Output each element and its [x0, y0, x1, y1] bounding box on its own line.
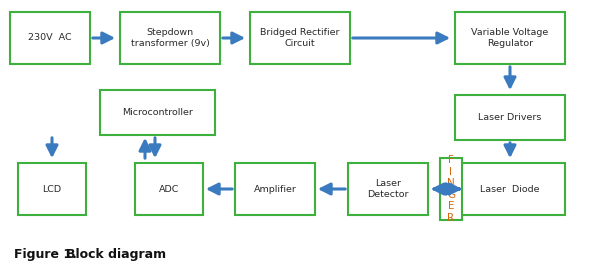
FancyBboxPatch shape [348, 163, 428, 215]
FancyBboxPatch shape [455, 95, 565, 140]
FancyBboxPatch shape [235, 163, 315, 215]
Text: Laser
Detector: Laser Detector [367, 179, 409, 199]
Text: Laser  Diode: Laser Diode [480, 184, 540, 193]
FancyBboxPatch shape [250, 12, 350, 64]
Text: Microcontroller: Microcontroller [122, 108, 193, 117]
FancyBboxPatch shape [100, 90, 215, 135]
Text: F
I
N
G
E
R: F I N G E R [447, 155, 455, 223]
FancyBboxPatch shape [135, 163, 203, 215]
Text: Laser Drivers: Laser Drivers [478, 113, 542, 122]
FancyBboxPatch shape [440, 158, 462, 220]
Text: ADC: ADC [159, 184, 179, 193]
Text: Amplifier: Amplifier [254, 184, 296, 193]
Text: Block diagram: Block diagram [66, 248, 166, 261]
Text: LCD: LCD [43, 184, 62, 193]
Text: 230V  AC: 230V AC [28, 33, 72, 43]
Text: Bridged Rectifier
Circuit: Bridged Rectifier Circuit [260, 28, 340, 48]
Text: Stepdown
transformer (9v): Stepdown transformer (9v) [131, 28, 209, 48]
FancyBboxPatch shape [455, 12, 565, 64]
Text: Figure 1.: Figure 1. [14, 248, 81, 261]
FancyBboxPatch shape [18, 163, 86, 215]
FancyBboxPatch shape [10, 12, 90, 64]
FancyBboxPatch shape [455, 163, 565, 215]
Text: Variable Voltage
Regulator: Variable Voltage Regulator [472, 28, 548, 48]
FancyBboxPatch shape [120, 12, 220, 64]
